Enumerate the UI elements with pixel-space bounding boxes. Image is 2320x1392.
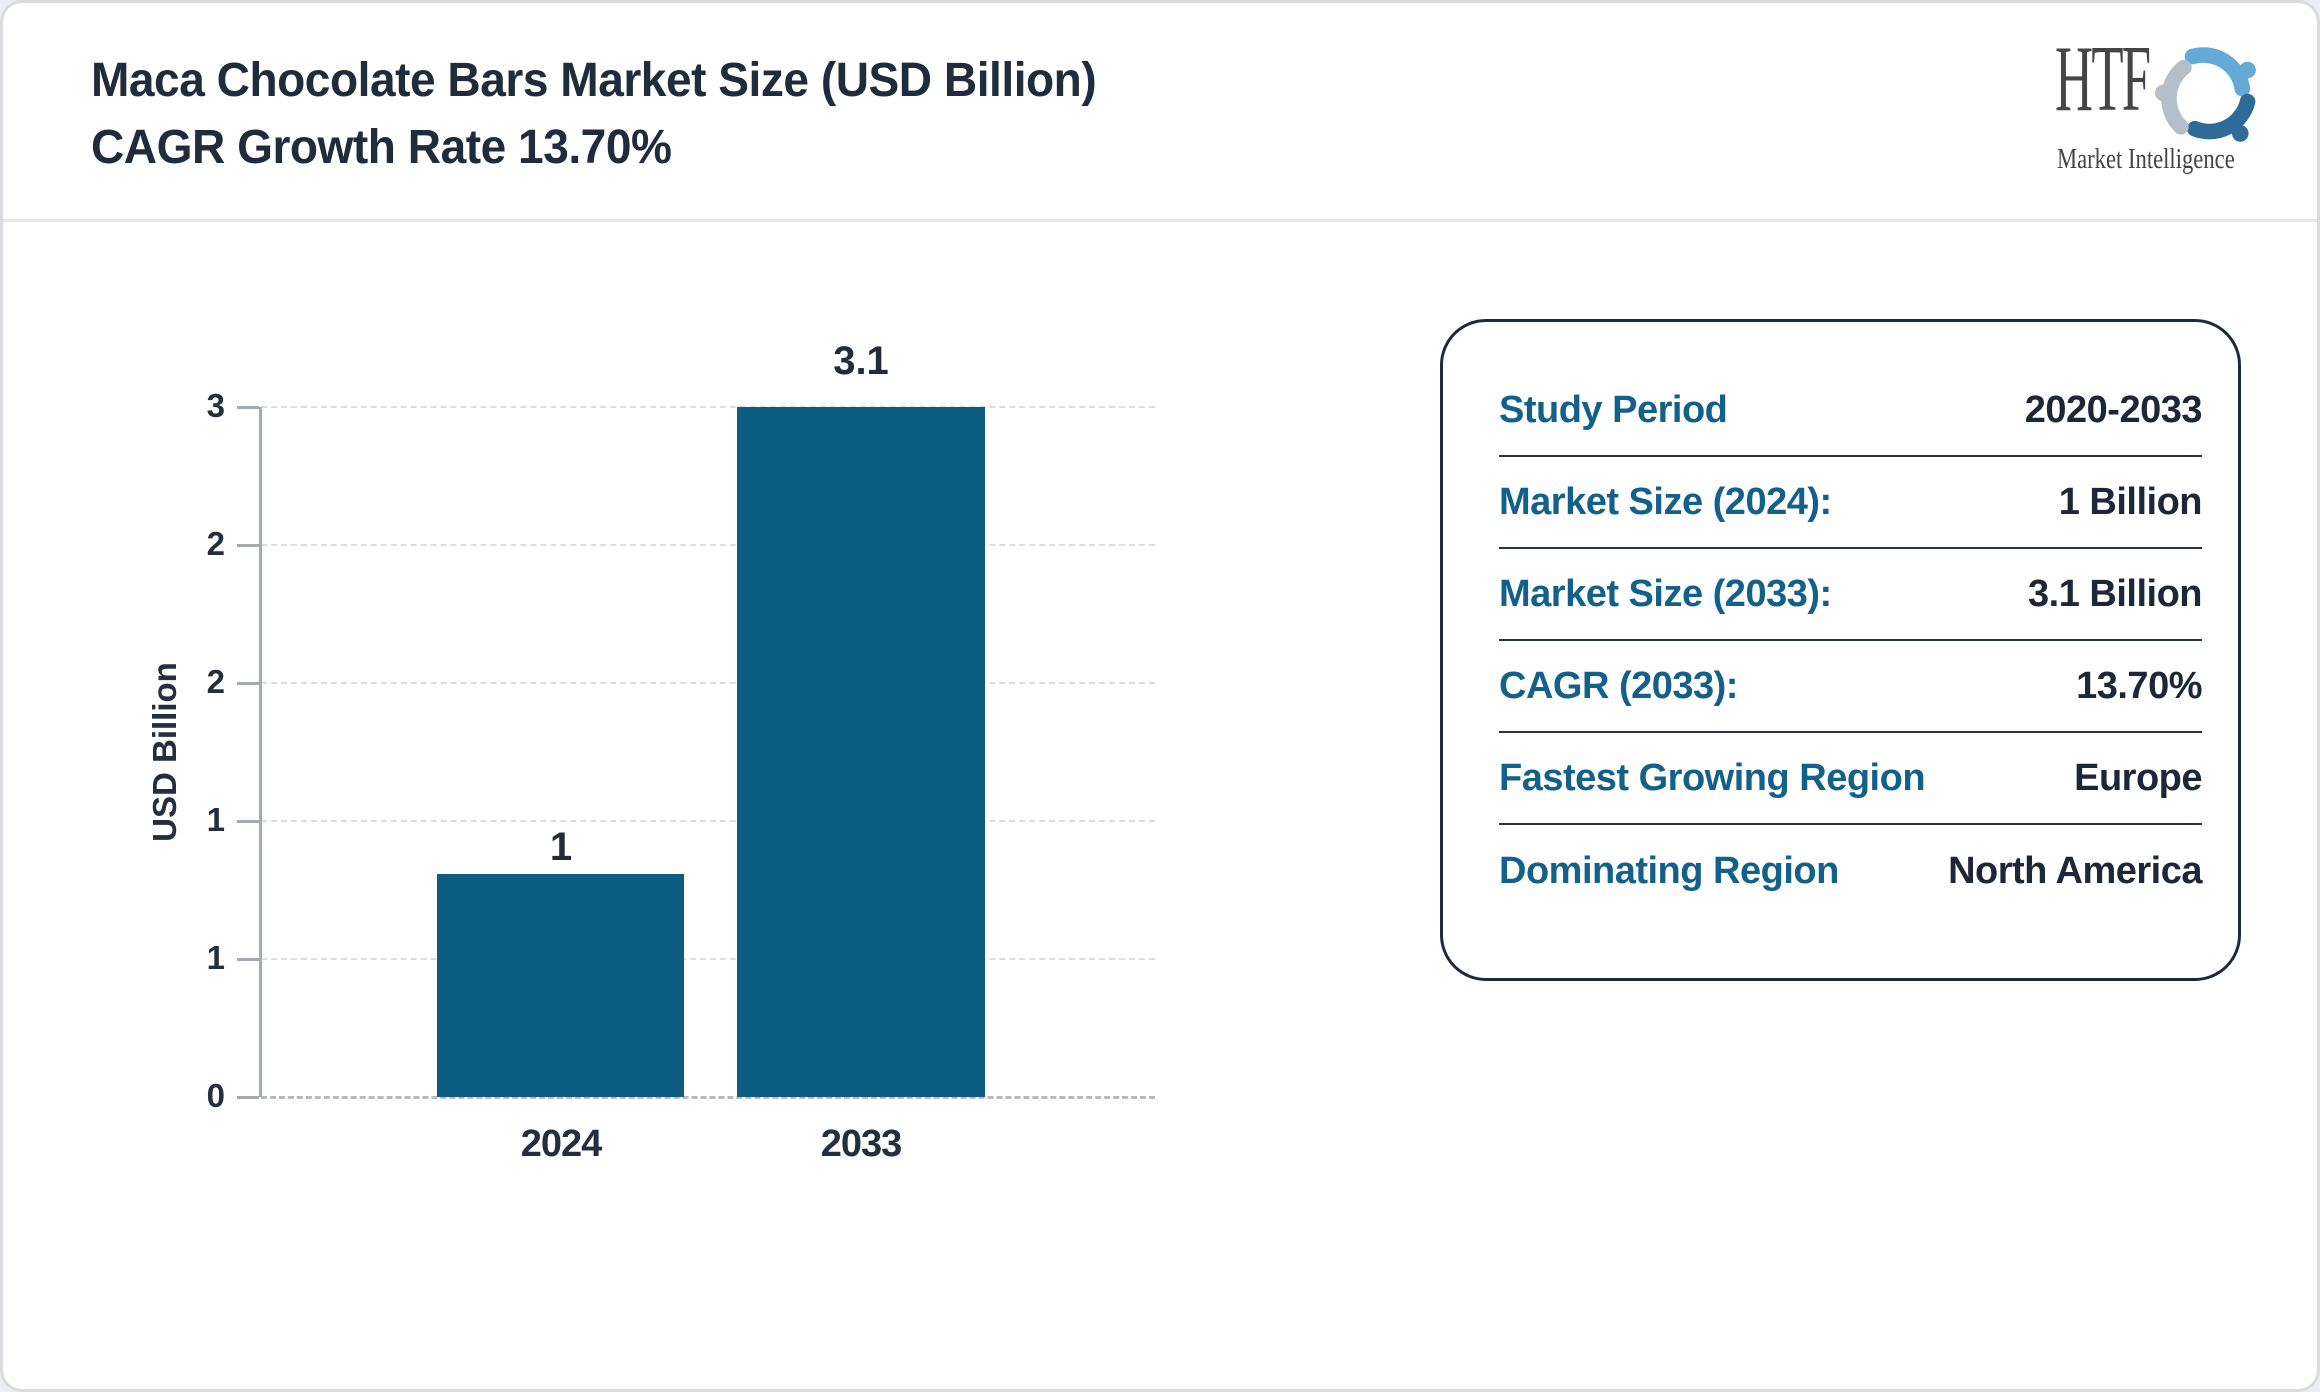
panel-row-value: North America bbox=[1948, 849, 2202, 892]
panel-row-study-period: Study Period 2020-2033 bbox=[1499, 365, 2203, 457]
panel-row-label: Fastest Growing Region bbox=[1499, 756, 1926, 799]
panel-row-value: 1 Billion bbox=[2058, 480, 2203, 523]
panel-row-market-size-2033: Market Size (2033): 3.1 Billion bbox=[1499, 549, 2202, 641]
y-tick-label: 2 bbox=[206, 525, 225, 563]
summary-panel: Study Period 2020-2033 Market Size (2024… bbox=[1440, 319, 2241, 981]
y-tick-label: 3 bbox=[206, 387, 225, 425]
panel-row-value: Europe bbox=[2074, 756, 2202, 799]
panel-row-value: 2020-2033 bbox=[2024, 388, 2203, 431]
panel-row-label: CAGR (2033): bbox=[1499, 664, 1738, 707]
gridline bbox=[261, 406, 1155, 408]
y-axis-line bbox=[259, 407, 262, 1097]
bar-value-label-2033: 3.1 bbox=[833, 339, 889, 383]
panel-row-label: Study Period bbox=[1499, 388, 1728, 431]
page-title: Maca Chocolate Bars Market Size (USD Bil… bbox=[91, 47, 1097, 181]
bar-2024 bbox=[437, 874, 684, 1097]
x-tick-label-2024: 2024 bbox=[520, 1123, 603, 1165]
bar-value-label-2024: 1 bbox=[549, 825, 573, 869]
panel-row-label: Dominating Region bbox=[1499, 849, 1839, 892]
y-tick-mark bbox=[237, 958, 259, 961]
y-tick-label: 2 bbox=[206, 663, 225, 701]
panel-row-label: Market Size (2024): bbox=[1499, 480, 1832, 523]
x-axis-baseline bbox=[261, 1096, 1155, 1099]
gridline bbox=[261, 544, 1155, 546]
y-tick-mark bbox=[237, 1096, 259, 1099]
panel-row-dominating-region: Dominating Region North America bbox=[1499, 825, 2202, 917]
page-title-line2: CAGR Growth Rate 13.70% bbox=[91, 121, 672, 174]
gridline bbox=[261, 958, 1155, 960]
panel-row-value: 13.70% bbox=[2076, 664, 2202, 707]
y-tick-mark bbox=[237, 544, 259, 547]
logo-swirl-icon bbox=[2155, 47, 2256, 142]
y-tick-label: 0 bbox=[206, 1077, 225, 1115]
header-divider bbox=[3, 219, 2317, 222]
panel-row-cagr: CAGR (2033): 13.70% bbox=[1499, 641, 2202, 733]
y-tick-label: 1 bbox=[206, 939, 225, 977]
gridline bbox=[261, 682, 1155, 684]
x-tick-label-2033: 2033 bbox=[820, 1123, 903, 1165]
page-title-line1: Maca Chocolate Bars Market Size (USD Bil… bbox=[91, 54, 1097, 107]
y-axis-title: USD Billion bbox=[146, 662, 183, 842]
panel-row-value: 3.1 Billion bbox=[2028, 572, 2202, 615]
panel-row-market-size-2024: Market Size (2024): 1 Billion bbox=[1499, 457, 2203, 549]
bar-2033 bbox=[737, 407, 985, 1097]
htf-logo: HTF Market Intelligence bbox=[2055, 29, 2259, 175]
gridline bbox=[261, 820, 1155, 822]
panel-row-fastest-growing-region: Fastest Growing Region Europe bbox=[1499, 733, 2202, 825]
panel-row-label: Market Size (2033): bbox=[1499, 572, 1832, 615]
y-tick-mark bbox=[237, 820, 259, 823]
y-tick-label: 1 bbox=[206, 801, 225, 839]
y-tick-mark bbox=[237, 682, 259, 685]
logo-subtext: Market Intelligence bbox=[2057, 143, 2235, 175]
y-tick-mark bbox=[237, 406, 259, 409]
htf-logo-row: HTF bbox=[2055, 29, 2259, 142]
logo-text: HTF bbox=[2055, 27, 2151, 131]
